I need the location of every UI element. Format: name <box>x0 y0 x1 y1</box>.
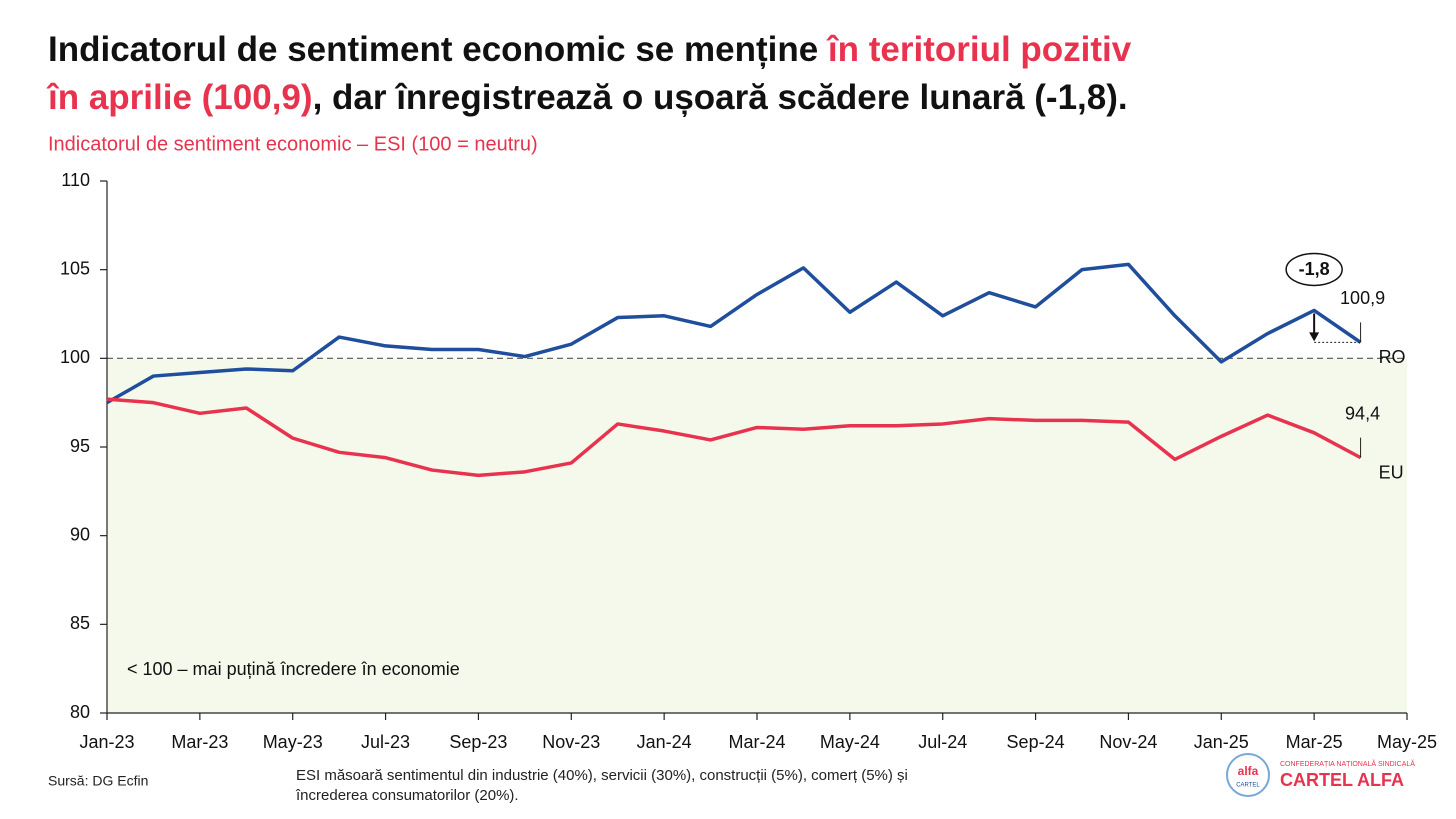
footnote: încrederea consumatorilor (20%). <box>295 787 519 804</box>
logo-circle <box>1226 753 1270 797</box>
footnote: ESI măsoară sentimentul din industrie (4… <box>296 767 908 784</box>
y-tick-label: 105 <box>60 258 90 278</box>
logo-tagline: CONFEDERAȚIA NAȚIONALĂ SINDICALĂ <box>1280 759 1415 768</box>
y-tick-label: 90 <box>70 524 90 544</box>
title-part: , dar înregistrează o ușoară scădere lun… <box>313 78 1128 117</box>
x-tick-label: Sep-23 <box>449 732 507 752</box>
x-tick-label: Nov-23 <box>542 732 600 752</box>
logo: alfa CARTEL CONFEDERAȚIA NAȚIONALĂ SINDI… <box>1226 753 1415 797</box>
chart-title: în aprilie (100,9), dar înregistrează o … <box>46 78 1128 117</box>
x-tick-label: Sep-24 <box>1007 732 1065 752</box>
x-tick-label: Jan-24 <box>637 732 692 752</box>
chart-title: Indicatorul de sentiment economic se men… <box>48 30 1132 69</box>
y-tick-label: 80 <box>70 702 90 722</box>
series-name: EU <box>1379 462 1404 482</box>
series-line <box>106 397 1362 478</box>
x-tick-label: May-23 <box>263 732 323 752</box>
value-label: 100,9 <box>1340 288 1385 308</box>
source: Sursă: DG Ecfin <box>48 773 148 789</box>
title-part: în teritoriul pozitiv <box>826 30 1132 69</box>
x-tick-label: Jan-25 <box>1194 732 1249 752</box>
area-note: < 100 – mai puțină încredere în economie <box>127 659 460 679</box>
title-part: în aprilie (100,9) <box>46 78 313 117</box>
x-tick-label: Mar-25 <box>1286 732 1343 752</box>
y-tick-label: 110 <box>61 170 90 190</box>
change-arrowhead <box>1309 332 1320 342</box>
y-tick-label: 85 <box>70 613 90 633</box>
x-tick-label: Nov-24 <box>1099 732 1157 752</box>
below-neutral-area <box>107 358 1407 713</box>
x-tick-label: Mar-23 <box>171 732 228 752</box>
series-name: RO <box>1379 347 1406 367</box>
y-tick-label: 95 <box>70 436 90 456</box>
series-line <box>106 262 1362 405</box>
change-label: -1,8 <box>1299 259 1330 279</box>
x-tick-label: Jul-23 <box>361 732 410 752</box>
x-tick-label: Jul-24 <box>918 732 967 752</box>
x-tick-label: Jan-23 <box>79 732 134 752</box>
value-label: 94,4 <box>1345 403 1380 423</box>
logo-mark: alfa <box>1238 764 1259 778</box>
logo-mark-sub: CARTEL <box>1236 783 1260 789</box>
title-part: Indicatorul de sentiment economic se men… <box>48 30 828 69</box>
y-tick-label: 100 <box>60 347 90 367</box>
change-oval <box>1285 252 1343 287</box>
logo-name: CARTEL ALFA <box>1280 770 1404 790</box>
x-tick-label: Mar-24 <box>728 732 785 752</box>
x-tick-label: May-25 <box>1377 732 1437 752</box>
x-tick-label: May-24 <box>820 732 880 752</box>
chart-subtitle: Indicatorul de sentiment economic – ESI … <box>48 133 538 155</box>
